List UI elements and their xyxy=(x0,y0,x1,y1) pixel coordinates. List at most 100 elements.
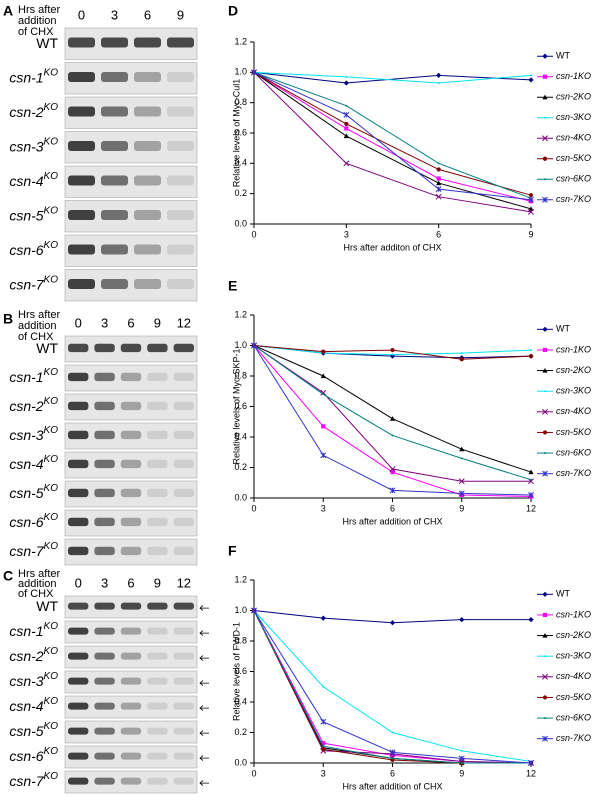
row-label: csn-6KO xyxy=(9,746,58,764)
blot-image xyxy=(64,720,198,744)
data-point xyxy=(390,469,395,475)
legend-label: csn-2KO xyxy=(556,365,591,375)
blot-band xyxy=(68,343,89,353)
blot-band xyxy=(147,546,168,556)
row-label-sup: KO xyxy=(44,671,59,682)
data-point xyxy=(436,72,442,78)
blot-band xyxy=(167,209,194,221)
data-point xyxy=(343,160,350,167)
panel-letter: D xyxy=(228,3,238,19)
row-label-sup: KO xyxy=(44,541,59,552)
row-label: csn-6KO xyxy=(9,239,58,257)
blot-band xyxy=(94,343,115,353)
legend-marker xyxy=(542,591,548,597)
timepoint-label: 0 xyxy=(78,7,85,22)
blot-band xyxy=(134,244,161,255)
x-tick-label: 3 xyxy=(344,229,349,239)
row-label: csn-4KO xyxy=(9,170,58,188)
blot-band xyxy=(173,627,194,635)
data-point xyxy=(528,206,534,211)
y-tick-label: 0.0 xyxy=(234,218,247,228)
arrow xyxy=(199,755,209,761)
legend-marker xyxy=(542,408,548,415)
blot-band xyxy=(147,430,168,440)
blot-band xyxy=(68,702,89,710)
series-line xyxy=(253,71,532,84)
data-point xyxy=(458,490,465,497)
y-tick-label: 1.2 xyxy=(234,309,247,319)
blot-band xyxy=(94,677,115,685)
blot-band xyxy=(94,602,115,610)
data-point xyxy=(437,81,440,84)
legend-label: csn-5KO xyxy=(556,153,591,163)
blot-band xyxy=(147,372,168,382)
y-tick-label: 1.2 xyxy=(234,574,247,584)
data-point xyxy=(320,718,327,725)
data-point xyxy=(436,167,441,172)
arrow xyxy=(199,730,209,736)
data-point xyxy=(528,491,534,498)
blot-band xyxy=(134,106,161,117)
y-tick-label: 0.0 xyxy=(234,757,247,767)
blot-band xyxy=(173,602,194,610)
series-line xyxy=(253,610,532,764)
blot-image xyxy=(64,770,198,794)
legend-label: csn-3KO xyxy=(556,386,591,396)
x-tick-label: 12 xyxy=(526,503,536,513)
row-label-sup: KO xyxy=(44,512,59,523)
blot-header: Hrs after xyxy=(18,568,61,580)
data-point xyxy=(390,753,395,758)
row-label-sup: KO xyxy=(44,646,59,657)
blot-band xyxy=(120,752,142,760)
legend-label: csn-1KO xyxy=(556,344,591,354)
blot-band xyxy=(167,175,194,186)
row-label-sup: KO xyxy=(44,425,59,436)
row-label-name: csn-7 xyxy=(9,773,44,789)
blot-band xyxy=(120,517,142,527)
row-label-name: csn-6 xyxy=(9,514,43,530)
x-tick-label: 0 xyxy=(251,768,256,778)
data-point xyxy=(322,685,325,688)
row-label-name: csn-7 xyxy=(9,543,44,559)
x-tick-label: 9 xyxy=(459,503,464,513)
x-tick-label: 6 xyxy=(390,768,395,778)
timepoint-label: 3 xyxy=(101,575,108,590)
x-axis-label: Hrs after additon of CHX xyxy=(343,242,441,252)
y-tick-label: 0.2 xyxy=(234,727,247,737)
series-line xyxy=(253,610,532,764)
arrow xyxy=(199,630,209,636)
blot-band xyxy=(173,677,194,685)
row-label-sup: KO xyxy=(44,170,59,181)
data-point xyxy=(530,349,532,352)
blot-band xyxy=(68,677,89,685)
arrow xyxy=(199,680,209,686)
data-point xyxy=(343,80,349,86)
blot-band xyxy=(120,372,142,382)
blot-band xyxy=(101,209,128,221)
arrow xyxy=(199,780,209,786)
blot-band xyxy=(101,140,128,152)
legend-label: csn-4KO xyxy=(556,133,591,143)
y-tick-label: 0.2 xyxy=(234,462,247,472)
data-point xyxy=(321,747,326,752)
blot-band xyxy=(173,488,194,498)
data-point xyxy=(389,466,396,472)
blot-band xyxy=(120,401,142,411)
series-line xyxy=(253,71,532,196)
arrow xyxy=(199,655,209,661)
blot-band xyxy=(173,401,194,411)
series-line xyxy=(253,610,532,764)
blot-band xyxy=(68,278,95,290)
data-point xyxy=(322,745,325,748)
legend-marker xyxy=(542,53,548,59)
blot-band xyxy=(68,140,95,152)
blot-band xyxy=(120,627,142,635)
blot-band xyxy=(120,652,142,660)
y-tick-label: 0.6 xyxy=(234,127,247,137)
legend-marker xyxy=(544,452,546,455)
legend-box xyxy=(533,317,597,486)
blot-image xyxy=(64,131,198,164)
legend-label: csn-5KO xyxy=(556,427,591,437)
row-label-sup: KO xyxy=(44,454,59,465)
